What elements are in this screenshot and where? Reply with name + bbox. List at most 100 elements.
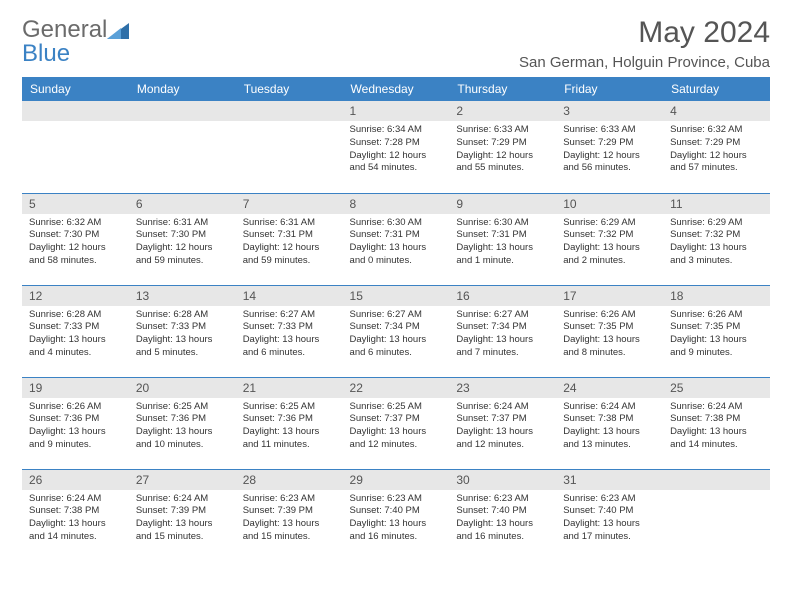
calendar-week-row: 1Sunrise: 6:34 AMSunset: 7:28 PMDaylight… — [22, 101, 770, 193]
sunrise-text: Sunrise: 6:27 AM — [350, 309, 443, 322]
sunrise-text: Sunrise: 6:33 AM — [563, 124, 656, 137]
daylight-text-2: and 12 minutes. — [350, 439, 443, 452]
daylight-text-1: Daylight: 13 hours — [456, 334, 549, 347]
day-body: Sunrise: 6:23 AMSunset: 7:40 PMDaylight:… — [343, 490, 450, 548]
sunset-text: Sunset: 7:35 PM — [670, 321, 763, 334]
daylight-text-1: Daylight: 12 hours — [136, 242, 229, 255]
day-body: Sunrise: 6:24 AMSunset: 7:39 PMDaylight:… — [129, 490, 236, 548]
sunrise-text: Sunrise: 6:34 AM — [350, 124, 443, 137]
day-body: Sunrise: 6:23 AMSunset: 7:40 PMDaylight:… — [449, 490, 556, 548]
sunset-text: Sunset: 7:38 PM — [29, 505, 122, 518]
daylight-text-2: and 9 minutes. — [670, 347, 763, 360]
daylight-text-2: and 57 minutes. — [670, 162, 763, 175]
calendar-cell: 23Sunrise: 6:24 AMSunset: 7:37 PMDayligh… — [449, 377, 556, 469]
sunset-text: Sunset: 7:35 PM — [563, 321, 656, 334]
sunset-text: Sunset: 7:29 PM — [563, 137, 656, 150]
day-header: Saturday — [663, 77, 770, 101]
daylight-text-1: Daylight: 13 hours — [563, 518, 656, 531]
daylight-text-1: Daylight: 13 hours — [350, 518, 443, 531]
sunrise-text: Sunrise: 6:25 AM — [136, 401, 229, 414]
calendar-cell: 4Sunrise: 6:32 AMSunset: 7:29 PMDaylight… — [663, 101, 770, 193]
sunset-text: Sunset: 7:29 PM — [456, 137, 549, 150]
day-body: Sunrise: 6:28 AMSunset: 7:33 PMDaylight:… — [22, 306, 129, 364]
day-body: Sunrise: 6:25 AMSunset: 7:37 PMDaylight:… — [343, 398, 450, 456]
day-header: Monday — [129, 77, 236, 101]
calendar-cell: 17Sunrise: 6:26 AMSunset: 7:35 PMDayligh… — [556, 285, 663, 377]
sunset-text: Sunset: 7:32 PM — [563, 229, 656, 242]
daylight-text-1: Daylight: 13 hours — [563, 242, 656, 255]
daylight-text-2: and 11 minutes. — [243, 439, 336, 452]
day-number: 31 — [556, 470, 663, 490]
sunset-text: Sunset: 7:33 PM — [243, 321, 336, 334]
sunrise-text: Sunrise: 6:28 AM — [29, 309, 122, 322]
sunset-text: Sunset: 7:34 PM — [456, 321, 549, 334]
daylight-text-2: and 17 minutes. — [563, 531, 656, 544]
sunset-text: Sunset: 7:36 PM — [136, 413, 229, 426]
daylight-text-2: and 7 minutes. — [456, 347, 549, 360]
calendar-cell: 30Sunrise: 6:23 AMSunset: 7:40 PMDayligh… — [449, 469, 556, 561]
day-number: 13 — [129, 286, 236, 306]
sunrise-text: Sunrise: 6:26 AM — [563, 309, 656, 322]
daylight-text-1: Daylight: 13 hours — [243, 426, 336, 439]
daylight-text-2: and 10 minutes. — [136, 439, 229, 452]
day-body: Sunrise: 6:32 AMSunset: 7:30 PMDaylight:… — [22, 214, 129, 272]
daylight-text-2: and 9 minutes. — [29, 439, 122, 452]
day-number: 10 — [556, 194, 663, 214]
day-body: Sunrise: 6:30 AMSunset: 7:31 PMDaylight:… — [343, 214, 450, 272]
calendar-cell — [663, 469, 770, 561]
sunset-text: Sunset: 7:31 PM — [456, 229, 549, 242]
sunrise-text: Sunrise: 6:23 AM — [350, 493, 443, 506]
day-number-empty — [236, 101, 343, 121]
sunset-text: Sunset: 7:36 PM — [29, 413, 122, 426]
day-number: 15 — [343, 286, 450, 306]
sunrise-text: Sunrise: 6:26 AM — [29, 401, 122, 414]
day-number: 26 — [22, 470, 129, 490]
day-body: Sunrise: 6:30 AMSunset: 7:31 PMDaylight:… — [449, 214, 556, 272]
day-header: Thursday — [449, 77, 556, 101]
daylight-text-2: and 59 minutes. — [243, 255, 336, 268]
day-body: Sunrise: 6:27 AMSunset: 7:33 PMDaylight:… — [236, 306, 343, 364]
calendar-cell: 24Sunrise: 6:24 AMSunset: 7:38 PMDayligh… — [556, 377, 663, 469]
brand-part2: Blue — [22, 40, 70, 67]
daylight-text-1: Daylight: 13 hours — [456, 426, 549, 439]
day-number: 2 — [449, 101, 556, 121]
sail-icon — [107, 20, 129, 36]
sunset-text: Sunset: 7:33 PM — [136, 321, 229, 334]
calendar-cell — [236, 101, 343, 193]
day-body: Sunrise: 6:29 AMSunset: 7:32 PMDaylight:… — [663, 214, 770, 272]
calendar-cell: 15Sunrise: 6:27 AMSunset: 7:34 PMDayligh… — [343, 285, 450, 377]
day-body: Sunrise: 6:28 AMSunset: 7:33 PMDaylight:… — [129, 306, 236, 364]
daylight-text-1: Daylight: 12 hours — [243, 242, 336, 255]
day-body: Sunrise: 6:26 AMSunset: 7:35 PMDaylight:… — [556, 306, 663, 364]
day-number: 22 — [343, 378, 450, 398]
brand-text: General Blue — [22, 18, 129, 66]
day-number: 23 — [449, 378, 556, 398]
calendar-cell: 11Sunrise: 6:29 AMSunset: 7:32 PMDayligh… — [663, 193, 770, 285]
day-number: 24 — [556, 378, 663, 398]
calendar-cell: 9Sunrise: 6:30 AMSunset: 7:31 PMDaylight… — [449, 193, 556, 285]
calendar-cell: 5Sunrise: 6:32 AMSunset: 7:30 PMDaylight… — [22, 193, 129, 285]
calendar-cell — [129, 101, 236, 193]
day-number: 1 — [343, 101, 450, 121]
calendar-cell: 25Sunrise: 6:24 AMSunset: 7:38 PMDayligh… — [663, 377, 770, 469]
day-number: 27 — [129, 470, 236, 490]
sunrise-text: Sunrise: 6:30 AM — [456, 217, 549, 230]
daylight-text-2: and 13 minutes. — [563, 439, 656, 452]
daylight-text-2: and 58 minutes. — [29, 255, 122, 268]
sunrise-text: Sunrise: 6:24 AM — [136, 493, 229, 506]
day-body: Sunrise: 6:33 AMSunset: 7:29 PMDaylight:… — [449, 121, 556, 179]
day-number-empty — [663, 470, 770, 490]
sunset-text: Sunset: 7:31 PM — [243, 229, 336, 242]
sunset-text: Sunset: 7:40 PM — [563, 505, 656, 518]
daylight-text-2: and 12 minutes. — [456, 439, 549, 452]
day-body: Sunrise: 6:31 AMSunset: 7:30 PMDaylight:… — [129, 214, 236, 272]
daylight-text-1: Daylight: 13 hours — [136, 518, 229, 531]
day-body: Sunrise: 6:33 AMSunset: 7:29 PMDaylight:… — [556, 121, 663, 179]
calendar-cell: 16Sunrise: 6:27 AMSunset: 7:34 PMDayligh… — [449, 285, 556, 377]
daylight-text-1: Daylight: 13 hours — [563, 426, 656, 439]
daylight-text-2: and 59 minutes. — [136, 255, 229, 268]
daylight-text-2: and 2 minutes. — [563, 255, 656, 268]
day-number: 6 — [129, 194, 236, 214]
sunrise-text: Sunrise: 6:24 AM — [563, 401, 656, 414]
calendar-week-row: 5Sunrise: 6:32 AMSunset: 7:30 PMDaylight… — [22, 193, 770, 285]
